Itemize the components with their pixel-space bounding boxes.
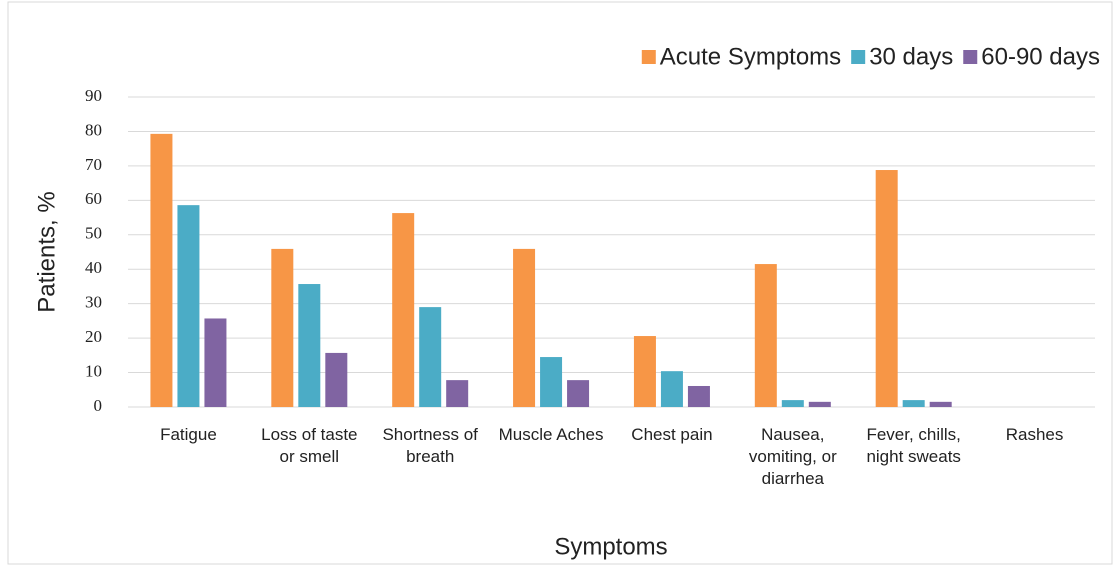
bar xyxy=(446,380,469,407)
x-tick-label: Rashes xyxy=(1005,425,1064,444)
bar xyxy=(808,401,831,407)
y-tick-label: 60 xyxy=(85,189,102,208)
bar xyxy=(177,205,200,407)
bar xyxy=(513,248,536,407)
y-tick-label: 90 xyxy=(85,86,102,105)
bar xyxy=(929,401,952,407)
bar xyxy=(660,371,683,407)
x-tick-label: Shortness of breath xyxy=(382,425,478,466)
legend-label: Acute Symptoms xyxy=(660,43,841,70)
bar xyxy=(781,400,804,407)
legend-swatch xyxy=(963,50,978,64)
y-tick-label: 30 xyxy=(85,293,102,312)
bar xyxy=(540,357,563,407)
y-tick-label: 50 xyxy=(85,224,102,243)
bar xyxy=(687,385,710,407)
y-tick-label: 70 xyxy=(85,155,102,174)
x-tick-label: Fever, chills, night sweats xyxy=(866,425,961,466)
bar xyxy=(902,400,925,407)
y-axis-title: Patients, % xyxy=(33,191,60,312)
legend-swatch xyxy=(641,50,656,64)
y-tick-label: 40 xyxy=(85,258,102,277)
bar xyxy=(204,318,227,407)
bar xyxy=(392,213,415,407)
y-tick-label: 0 xyxy=(94,396,103,415)
bar xyxy=(567,380,590,407)
x-tick-label: Nausea, vomiting, or diarrhea xyxy=(748,425,837,488)
bar xyxy=(150,133,173,407)
y-tick-label: 80 xyxy=(85,120,102,139)
bar xyxy=(633,336,656,407)
bar xyxy=(325,352,348,407)
legend-label: 60-90 days xyxy=(981,43,1100,70)
bar xyxy=(419,307,442,407)
bar xyxy=(875,170,898,407)
x-tick-label: Muscle Aches xyxy=(498,425,604,444)
bar xyxy=(298,284,321,407)
x-tick-label: Fatigue xyxy=(160,425,217,444)
chart-border xyxy=(7,1,1113,565)
legend-swatch xyxy=(851,50,866,64)
x-tick-label: Loss of taste or smell xyxy=(261,425,358,466)
bar xyxy=(271,248,294,407)
x-tick-label: Chest pain xyxy=(631,425,713,444)
bar xyxy=(754,264,777,407)
legend: Acute Symptoms 30 days 60-90 days xyxy=(641,43,1100,70)
y-tick-label: 20 xyxy=(85,327,102,346)
y-tick-label: 10 xyxy=(85,361,102,380)
x-axis-title: Symptoms xyxy=(554,533,667,560)
legend-label: 30 days xyxy=(869,43,953,70)
